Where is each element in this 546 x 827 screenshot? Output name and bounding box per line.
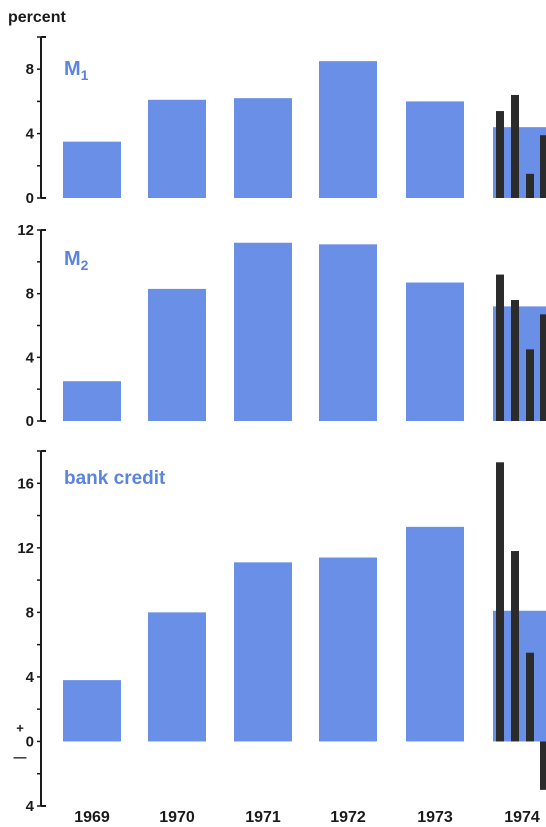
x-tick-label-1971: 1971 xyxy=(245,809,281,826)
quarterly-bar-q1 xyxy=(496,111,504,198)
y-tick-label: 16 xyxy=(17,475,34,492)
y-tick-label: 0 xyxy=(26,413,34,430)
bar-1969 xyxy=(63,381,121,421)
y-tick-label: 8 xyxy=(26,286,34,303)
y-tick-label: 4 xyxy=(26,126,35,143)
unit-label: percent xyxy=(8,9,66,26)
panel-2: 0 4 8 12 M2 xyxy=(17,222,546,430)
y-tick-label: 4 xyxy=(26,798,35,815)
bar-1971 xyxy=(234,98,292,198)
y-tick-label: 8 xyxy=(26,604,34,621)
quarterly-bar-q4 xyxy=(540,741,546,790)
quarterly-bar-q2 xyxy=(511,94,519,198)
bar-1970 xyxy=(148,99,206,198)
quarterly-bar-q3 xyxy=(526,173,534,198)
bar-1969 xyxy=(63,141,121,198)
y-tick-label: 4 xyxy=(26,349,35,366)
panels: 0 4 8 M1 0 4 8 12 M2 16 12 8 4 0 4 + — bank credit xyxy=(14,36,546,815)
minus-sign: — xyxy=(14,749,27,764)
panel-label: M2 xyxy=(64,248,89,273)
y-tick-label: 4 xyxy=(26,669,35,686)
panel-3: 16 12 8 4 0 4 + — bank credit xyxy=(14,450,546,815)
bar-1972 xyxy=(319,557,377,742)
x-tick-label-1969: 1969 xyxy=(74,809,110,826)
bar-1969 xyxy=(63,680,121,742)
quarterly-bar-q1 xyxy=(496,462,504,742)
y-tick-label: 8 xyxy=(26,61,34,78)
quarterly-bar-q2 xyxy=(511,551,519,742)
y-tick-label: 12 xyxy=(17,222,34,239)
x-tick-label-1973: 1973 xyxy=(417,809,453,826)
quarterly-bar-q3 xyxy=(526,349,534,421)
panel-label: bank credit xyxy=(64,468,166,489)
panel-1: 0 4 8 M1 xyxy=(26,36,546,207)
bar-1972 xyxy=(319,244,377,421)
year-labels: 1969 1970 1971 1972 1973 1974 xyxy=(74,809,540,826)
bar-1973 xyxy=(406,101,464,198)
y-tick-label: 0 xyxy=(26,733,34,750)
quarterly-bar-q3 xyxy=(526,652,534,742)
bar-1971 xyxy=(234,562,292,742)
quarterly-bar-q4 xyxy=(540,314,546,421)
y-tick-label: 12 xyxy=(17,540,34,557)
bar-1973 xyxy=(406,282,464,421)
quarterly-bar-q2 xyxy=(511,300,519,421)
bar-1973 xyxy=(406,526,464,742)
bar-1971 xyxy=(234,242,292,421)
quarterly-bar-q4 xyxy=(540,135,546,198)
bar-1970 xyxy=(148,288,206,421)
y-tick-label: 0 xyxy=(26,190,34,207)
x-tick-label-1972: 1972 xyxy=(330,809,366,826)
bar-1972 xyxy=(319,61,377,199)
x-tick-label-1970: 1970 xyxy=(159,809,195,826)
panel-label: M1 xyxy=(64,58,89,83)
x-tick-label-1974: 1974 xyxy=(504,809,540,826)
quarterly-bar-q1 xyxy=(496,274,504,421)
plus-sign: + xyxy=(16,720,24,735)
bar-1970 xyxy=(148,612,206,742)
